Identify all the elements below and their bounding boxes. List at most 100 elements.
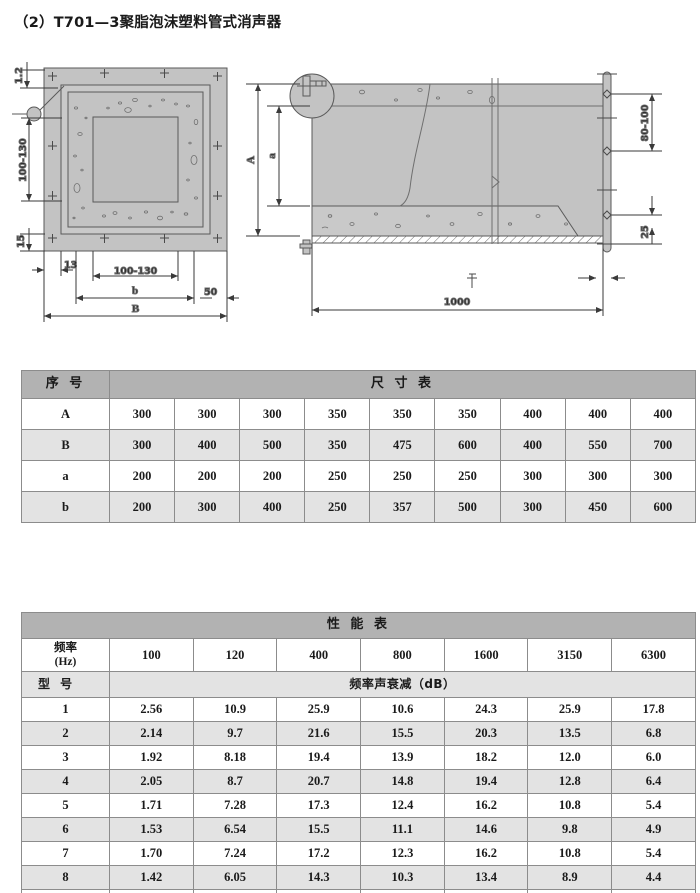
model-cell: 9 [21,889,110,893]
cell: 250 [304,491,371,523]
table-row: 1 2.56 10.9 25.9 10.6 24.3 25.9 17.8 [21,697,696,722]
model-label: 型 号 [21,671,110,698]
cell: 6.4 [611,769,696,794]
model-cell: 8 [21,865,110,890]
performance-table: 性 能 表 频率 (Hz) 100 120 400 800 1600 3150 … [21,612,696,893]
cell: 16.2 [443,793,529,818]
cell: 14.3 [276,865,362,890]
cell: 450 [564,491,631,523]
cell: 300 [174,491,241,523]
cell: 350 [434,398,501,430]
svg-text:80-100: 80-100 [640,104,651,141]
cell: 1.28 [109,889,194,893]
cell: 11.1 [360,817,445,842]
table-row-attenuation-header: 型 号 频率声衰减（dB） [21,671,696,698]
cell: 600 [434,429,501,461]
cell: 20.7 [276,769,362,794]
cell: 1.53 [109,817,194,842]
cell: 250 [369,460,436,492]
cell: 15.5 [276,817,362,842]
cell: 8.7 [192,769,278,794]
model-cell: 7 [21,841,110,866]
svg-text:100-130: 100-130 [114,266,158,277]
model-cell: 6 [21,817,110,842]
frequency-cell: 1600 [443,638,529,672]
cell: 5.4 [611,841,696,866]
cell: 400 [629,398,696,430]
frequency-cell: 3150 [527,638,613,672]
cell: 18.2 [443,745,529,770]
cell: 300 [108,429,176,461]
cell: 10.8 [527,841,613,866]
cell: 357 [369,491,436,523]
dim-table-header-left: 序 号 [21,370,110,399]
cell: 350 [304,429,371,461]
table-row: a 200 200 200 250 250 250 300 300 300 [21,460,696,492]
cell: 8.18 [192,745,278,770]
cell: 9.7 [192,721,278,746]
cell: 10.3 [360,865,445,890]
cell: 9.8 [527,817,613,842]
cell: 550 [564,429,631,461]
table-row-header: 序 号 尺 寸 表 [21,370,696,399]
cell: 12.4 [360,793,445,818]
table-row-header: 性 能 表 [21,612,696,639]
model-cell: 1 [21,697,110,722]
cell: 6.05 [192,865,278,890]
cell: 300 [499,460,566,492]
model-cell: 2 [21,721,110,746]
cell: 19.4 [276,745,362,770]
svg-text:1.2: 1.2 [14,67,25,84]
cell: 2.56 [109,697,194,722]
row-label: A [21,398,110,430]
table-row: 7 1.70 7.24 17.2 12.3 16.2 10.8 5.4 [21,841,696,866]
table-row: 3 1.92 8.18 19.4 13.9 18.2 12.0 6.0 [21,745,696,770]
page-title: （2）T701—3聚脂泡沫塑料管式消声器 [14,15,282,31]
cell: 10.9 [192,697,278,722]
cell: 25.9 [527,697,613,722]
perf-table-header: 性 能 表 [21,612,696,639]
cell: 24.3 [443,697,529,722]
cell: 25.9 [276,697,362,722]
cell: 1.42 [109,865,194,890]
cell: 10.8 [527,793,613,818]
row-label: B [21,429,110,461]
cell: 350 [369,398,436,430]
table-row: 4 2.05 8.7 20.7 14.8 19.4 12.8 6.4 [21,769,696,794]
cell: 200 [108,491,176,523]
svg-text:50: 50 [204,287,218,298]
svg-text:1000: 1000 [444,297,471,308]
cell: 200 [239,460,306,492]
cell: 16.2 [443,841,529,866]
cell: 6.8 [611,721,696,746]
cell: 13.0 [276,889,362,893]
frequency-cell: 400 [276,638,362,672]
cell: 13.4 [443,865,529,890]
cell: 9.2 [360,889,445,893]
cell: 600 [629,491,696,523]
cell: 17.2 [276,841,362,866]
cell: 5.4 [611,793,696,818]
cell: 400 [239,491,306,523]
row-label: b [21,491,110,523]
elevation-view: A a 1000 [245,71,662,316]
cell: 300 [239,398,306,430]
cell: 12.0 [527,745,613,770]
cell: 300 [108,398,176,430]
cell: 400 [499,398,566,430]
svg-text:15: 15 [16,235,27,248]
cell: 15.5 [360,721,445,746]
cell: 19.4 [443,769,529,794]
row-label: a [21,460,110,492]
cell: 1.70 [109,841,194,866]
cell: 500 [434,491,501,523]
frequency-cell: 6300 [611,638,696,672]
frequency-label-line1: 频率 [54,639,77,654]
table-row: 5 1.71 7.28 17.3 12.4 16.2 10.8 5.4 [21,793,696,818]
cell: 400 [564,398,631,430]
svg-text:B: B [132,303,140,315]
cell: 300 [629,460,696,492]
cell: 400 [499,429,566,461]
cell: 4.4 [611,865,696,890]
cell: 250 [434,460,501,492]
